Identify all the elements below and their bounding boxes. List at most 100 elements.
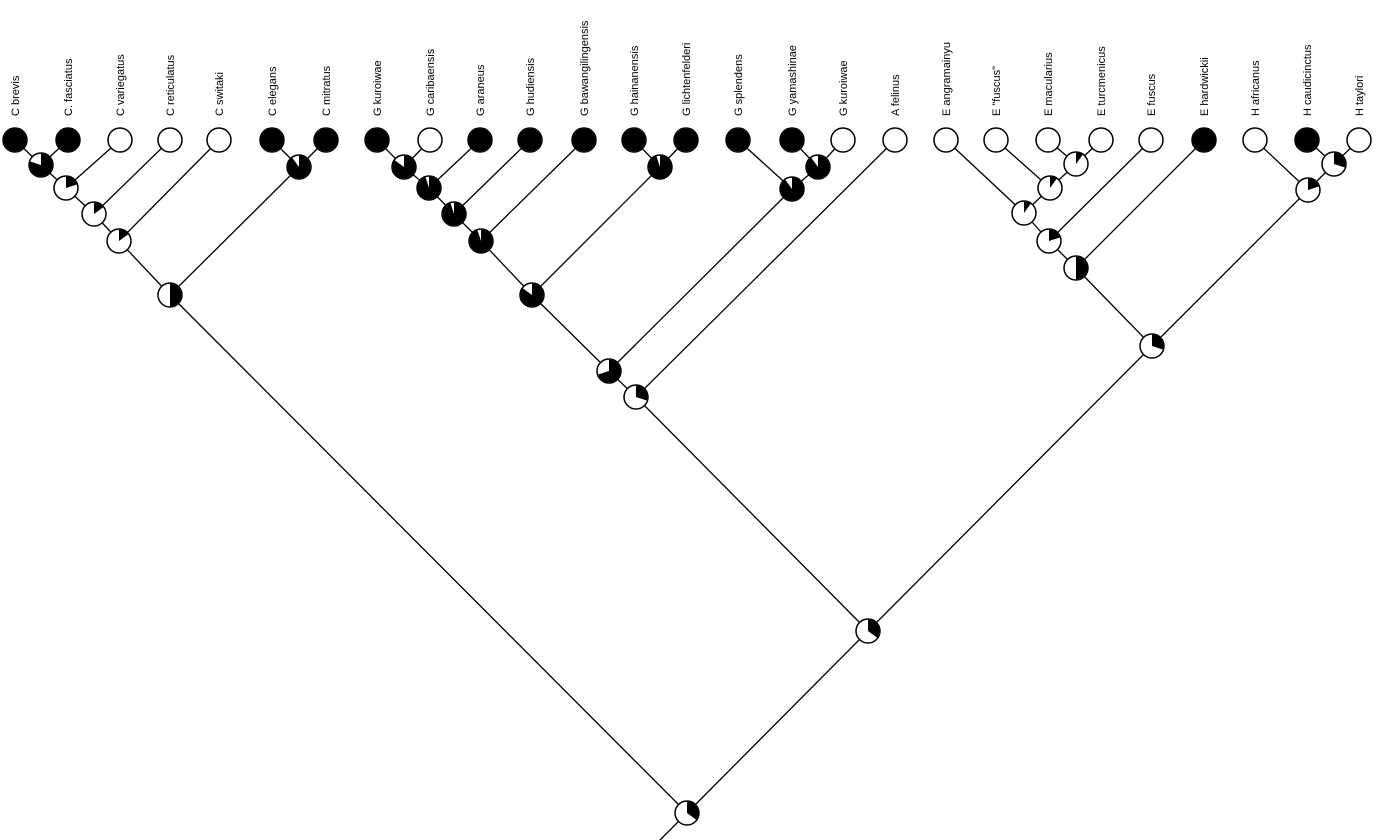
branch-line xyxy=(118,139,220,242)
tip-label: G yamashinae xyxy=(787,45,799,116)
ancestral-state-node xyxy=(1139,333,1165,359)
node-wedge xyxy=(687,801,699,820)
node-wedge xyxy=(520,283,544,307)
tip-node xyxy=(779,127,805,153)
tip-label: G kuroiwae xyxy=(372,60,384,116)
ancestral-state-node xyxy=(1011,200,1037,226)
branch-line xyxy=(608,188,793,372)
node-circle xyxy=(1346,127,1372,153)
tip-node xyxy=(1294,127,1320,153)
node-wedge xyxy=(469,229,493,253)
ancestral-state-node xyxy=(1037,175,1063,201)
tip-label: E turcmenicus xyxy=(1096,46,1108,116)
node-circle xyxy=(983,127,1009,153)
branch-line xyxy=(686,630,869,814)
ancestral-state-node xyxy=(1321,151,1347,177)
tip-node xyxy=(206,127,232,153)
branch-line xyxy=(169,166,300,296)
branch-line xyxy=(635,139,896,398)
node-wedge xyxy=(66,176,77,188)
node-wedge xyxy=(518,128,542,152)
tip-label: C brevis xyxy=(10,75,22,116)
node-wedge xyxy=(868,619,880,638)
tip-node xyxy=(983,127,1009,153)
node-wedge xyxy=(392,155,416,179)
tip-label: G lichtenfelderi xyxy=(681,43,693,116)
node-circle xyxy=(1242,127,1268,153)
ancestral-state-node xyxy=(53,175,79,201)
tip-label: E hardwickii xyxy=(1199,57,1211,116)
node-wedge xyxy=(1076,256,1088,280)
tip-label: E fuscus xyxy=(1146,73,1158,116)
tip-node xyxy=(107,127,133,153)
tip-label: E angramainyu xyxy=(941,42,953,116)
node-wedge xyxy=(170,283,182,307)
ancestral-state-node xyxy=(519,282,545,308)
node-wedge xyxy=(598,359,621,383)
ancestral-state-node xyxy=(647,154,673,180)
node-circle xyxy=(882,127,908,153)
ancestral-state-node xyxy=(468,228,494,254)
tip-node xyxy=(882,127,908,153)
node-wedge xyxy=(442,202,466,226)
node-wedge xyxy=(1024,201,1031,213)
node-wedge xyxy=(1295,128,1319,152)
tip-label: H taylori xyxy=(1354,76,1366,116)
branch-line xyxy=(453,139,531,215)
tip-labels: C brevis C. fasciatus C variegatus C reticu… xyxy=(10,20,1366,116)
branch-line xyxy=(531,166,661,296)
tree-branches xyxy=(14,139,1360,840)
node-wedge xyxy=(648,155,672,179)
ancestral-state-node xyxy=(1063,151,1089,177)
node-circle xyxy=(1088,127,1114,153)
node-wedge xyxy=(674,128,698,152)
ancestral-state-node xyxy=(855,618,881,644)
node-wedge xyxy=(1334,152,1346,168)
node-wedge xyxy=(726,128,750,152)
tip-node xyxy=(621,127,647,153)
node-wedge xyxy=(806,155,830,179)
node-wedge xyxy=(29,153,53,177)
tip-node xyxy=(467,127,493,153)
ancestral-state-node xyxy=(157,282,183,308)
ancestral-state-node xyxy=(81,201,107,227)
node-wedge xyxy=(1308,178,1319,190)
node-circle xyxy=(1035,127,1061,153)
tip-label: E macularius xyxy=(1043,52,1055,116)
node-circle xyxy=(157,127,183,153)
tip-label: G bawangilingensis xyxy=(579,20,591,116)
branch-line xyxy=(1075,139,1205,269)
branch-line xyxy=(531,294,610,372)
ancestral-state-node xyxy=(779,176,805,202)
branch-line xyxy=(1151,189,1309,347)
tip-node xyxy=(571,127,597,153)
tip-label: H caudicinctus xyxy=(1302,44,1314,116)
tip-node xyxy=(364,127,390,153)
tip-node xyxy=(313,127,339,153)
tip-node xyxy=(1088,127,1114,153)
tip-label: C switaki xyxy=(214,72,226,116)
tip-label: C variegatus xyxy=(115,54,127,116)
ancestral-state-node xyxy=(805,154,831,180)
node-wedge xyxy=(314,128,338,152)
tip-node xyxy=(830,127,856,153)
tip-node xyxy=(55,127,81,153)
branch-line xyxy=(867,345,1153,632)
ancestral-state-node xyxy=(391,154,417,180)
node-wedge xyxy=(780,177,804,201)
branch-line xyxy=(635,396,869,632)
node-wedge xyxy=(56,128,80,152)
branch-line xyxy=(945,139,1025,214)
node-wedge xyxy=(1192,128,1216,152)
node-circle xyxy=(830,127,856,153)
tip-node xyxy=(1191,127,1217,153)
tip-node xyxy=(933,127,959,153)
tip-label: H africanus xyxy=(1250,60,1262,116)
tree-nodes xyxy=(2,127,1372,826)
node-wedge xyxy=(572,128,596,152)
tip-label: C mitratus xyxy=(321,65,333,116)
node-wedge xyxy=(287,155,311,179)
node-wedge xyxy=(417,176,441,200)
node-wedge xyxy=(119,229,129,241)
